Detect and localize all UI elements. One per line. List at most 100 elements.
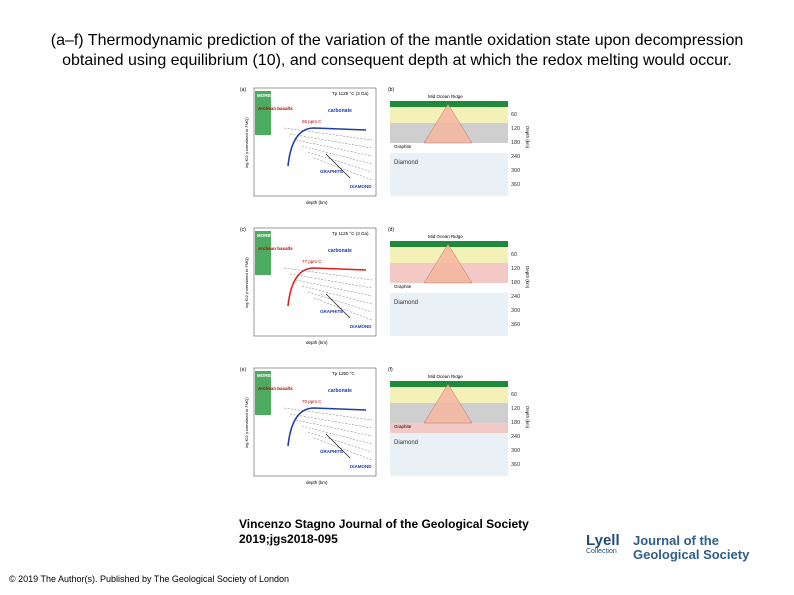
band-deep [390,433,508,476]
depth-tick-label: 120 [511,266,520,272]
depth-axis-label: Depth (km) [525,406,530,429]
panel-label: (b) [388,87,394,93]
depth-tick-label: 60 [511,252,517,258]
isopleth-line [295,419,373,437]
redox-curve [287,407,367,447]
morb-label: MORB [257,373,271,378]
melting-triangle [423,243,473,284]
panel-label: (e) [240,367,246,373]
band-lower [390,423,508,433]
ridge-label: Mid Ocean Ridge [428,374,463,379]
ridge-label: Mid Ocean Ridge [428,94,463,99]
isopleth-line [307,151,373,173]
isopleth-line [295,139,373,157]
depth-tick-label: 240 [511,294,520,300]
arrow-line [325,153,351,179]
isopleth-line [307,431,373,453]
depth-axis-label: Depth (km) [525,266,530,289]
depth-tick-label: 120 [511,406,520,412]
band-deep [390,153,508,196]
y-axis-label: log fO2 (normalised to FMQ) [244,397,249,448]
citation-line-2: 2019;jgs2018-095 [239,532,338,546]
citation: Vincenzo Stagno Journal of the Geologica… [239,517,559,547]
melting-triangle [423,103,473,144]
diamond-field-label: Diamond [394,440,418,446]
arrow-line [325,293,351,319]
y-axis-label: log fO2 (normalised to FMQ) [244,257,249,308]
depth-tick-label: 180 [511,140,520,146]
depth-tick-label: 60 [511,112,517,118]
depth-tick-label: 240 [511,434,520,440]
redox-curve [287,127,367,167]
figure-title: (a–f) Thermodynamic prediction of the va… [50,32,744,69]
journal-name-line-1: Journal of the [633,533,719,548]
graphite-field-label: Graphite [394,144,412,149]
temperature-label: Tp 1350 °C [332,371,356,376]
depth-tick-label: 300 [511,308,520,314]
ppm-label: 70 ppm C [302,399,322,404]
diamond-label: DIAMOND [350,184,372,189]
diamond-label: DIAMOND [350,324,372,329]
panel-label: (d) [388,227,394,233]
depth-tick-label: 60 [511,392,517,398]
lyell-logo-subtext: Collection [586,548,617,555]
panel-label: (c) [240,227,246,233]
graphite-label: GRAPHITE [320,309,343,314]
arrow-line [325,433,351,459]
archean-label: Archean basalts [258,106,293,111]
carbonate-label: carbonate [328,108,352,114]
copyright-notice: © 2019 The Author(s). Published by The G… [9,574,289,584]
band-lower [390,143,508,153]
isopleth-line [283,267,373,281]
journal-logo: Lyell Collection Journal of the Geologic… [586,532,756,566]
panel-label: (f) [388,367,393,373]
melting-triangle [423,383,473,424]
ocean-crust [390,381,508,387]
depth-tick-label: 360 [511,182,520,188]
ridge-label: Mid Ocean Ridge [428,234,463,239]
figure-svg: (a) Tp 1125 °C (3 Ga) MORB Archean basalts c… [240,87,530,485]
diamond-field-label: Diamond [394,300,418,306]
carbonate-label: carbonate [328,388,352,394]
depth-tick-label: 120 [511,126,520,132]
isopleth-line [301,285,373,305]
ocean-crust [390,101,508,107]
lyell-logo-text: Lyell [586,532,620,549]
plot-frame [253,227,377,337]
depth-tick-label: 180 [511,420,520,426]
diamond-field-label: Diamond [394,160,418,166]
temperature-label: Tp 1125 °C (3 Ga) [332,231,369,236]
ppm-label: 55 ppm C [302,119,322,124]
morb-label: MORB [257,233,271,238]
morb-band [255,91,271,135]
diamond-label: DIAMOND [350,464,372,469]
band-lower [390,283,508,293]
depth-tick-label: 180 [511,280,520,286]
graphite-field-label: Graphite [394,424,412,429]
journal-name-line-2: Geological Society [633,547,750,562]
isopleth-line [307,291,373,313]
morb-band [255,231,271,275]
morb-label: MORB [257,93,271,98]
depth-tick-label: 360 [511,322,520,328]
depth-axis-label: Depth (km) [525,126,530,149]
isopleth-line [283,407,373,421]
isopleth-line [301,425,373,445]
graphite-label: GRAPHITE [320,169,343,174]
ppm-label: 77 ppm C [302,259,322,264]
depth-tick-label: 360 [511,462,520,468]
band-deep [390,293,508,336]
graphite-label: GRAPHITE [320,449,343,454]
figure-image: (a) Tp 1125 °C (3 Ga) MORB Archean basalts c… [238,82,532,502]
x-axis-label: depth (km) [306,200,328,205]
citation-line-1: Vincenzo Stagno Journal of the Geologica… [239,517,529,531]
morb-band [255,371,271,415]
archean-label: Archean basalts [258,386,293,391]
isopleth-line [301,145,373,165]
carbonate-label: carbonate [328,248,352,254]
depth-tick-label: 240 [511,154,520,160]
ocean-crust [390,241,508,247]
depth-tick-label: 300 [511,448,520,454]
plot-frame [253,87,377,197]
y-axis-label: log fO2 (normalised to FMQ) [244,117,249,168]
